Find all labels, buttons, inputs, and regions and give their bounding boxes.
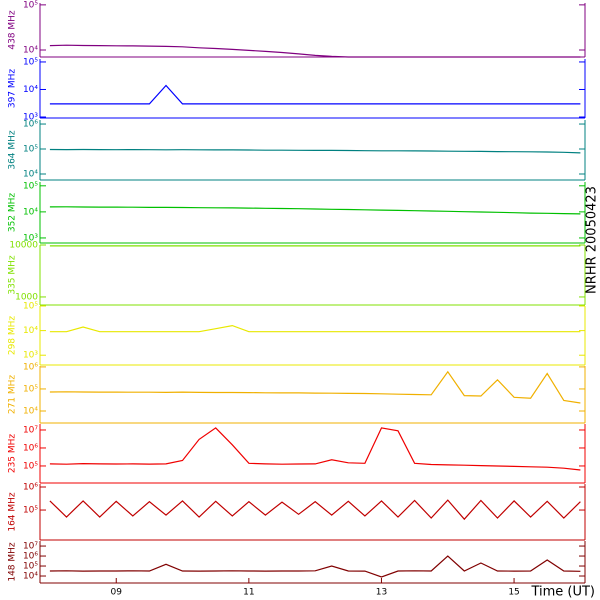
y-tick-label: 10⁶ xyxy=(23,362,38,372)
series-line xyxy=(49,148,581,154)
side-label: NRHR 20050423 xyxy=(585,186,600,294)
y-axis-label: 164 MHz xyxy=(8,492,18,532)
y-tick-label: 10⁵ xyxy=(23,145,38,155)
x-tick-label: 13 xyxy=(376,588,387,598)
y-tick-label: 10⁷ xyxy=(23,425,38,435)
y-tick-label: 10000 xyxy=(9,241,38,251)
y-axis-label: 148 MHz xyxy=(8,542,18,582)
x-axis-label: Time (UT) xyxy=(530,585,595,600)
y-axis-label: 364 MHz xyxy=(8,130,18,170)
y-tick-label: 10³ xyxy=(23,113,38,123)
y-axis-label: 352 MHz xyxy=(8,193,18,233)
y-tick-label: 10⁴ xyxy=(23,169,38,179)
y-tick-label: 10⁴ xyxy=(23,326,38,336)
y-tick-label: 10⁵ xyxy=(23,181,38,191)
series-line xyxy=(49,499,581,521)
series-line xyxy=(49,206,581,215)
series-line xyxy=(49,84,581,105)
series-line xyxy=(49,427,581,471)
y-tick-label: 10⁶ xyxy=(23,443,38,453)
y-tick-label: 10⁴ xyxy=(23,207,38,217)
series-line xyxy=(49,44,581,58)
y-tick-label: 10⁵ xyxy=(23,384,38,394)
y-tick-label: 10⁵ xyxy=(23,0,38,10)
y-tick-label: 10⁷ xyxy=(23,542,38,552)
y-tick-label: 10⁵ xyxy=(23,461,38,471)
y-tick-label: 10⁵ xyxy=(23,57,38,67)
y-tick-label: 10⁶ xyxy=(23,483,38,493)
y-tick-label: 10⁴ xyxy=(23,406,38,416)
y-tick-label: 10⁶ xyxy=(23,552,38,562)
y-axis-label: 235 MHz xyxy=(8,434,18,474)
y-axis-label: 335 MHz xyxy=(8,255,18,295)
y-axis-label: 397 MHz xyxy=(8,69,18,109)
y-axis-label: 438 MHz xyxy=(8,10,18,50)
y-axis-label: 298 MHz xyxy=(8,316,18,356)
x-tick-label: 11 xyxy=(243,588,254,598)
y-tick-label: 10⁶ xyxy=(23,120,38,130)
y-tick-label: 10⁴ xyxy=(23,572,38,582)
y-tick-label: 10⁵ xyxy=(23,562,38,572)
series-line xyxy=(49,370,581,404)
y-tick-label: 10⁴ xyxy=(23,46,38,56)
y-axis-label: 271 MHz xyxy=(8,375,18,415)
x-tick-label: 15 xyxy=(508,588,519,598)
series-line xyxy=(49,324,581,333)
y-tick-label: 1000 xyxy=(15,292,38,302)
x-tick-label: 09 xyxy=(111,588,123,598)
series-line xyxy=(49,555,581,578)
y-tick-label: 10⁵ xyxy=(23,302,38,312)
y-tick-label: 10⁴ xyxy=(23,85,38,95)
y-tick-label: 10⁵ xyxy=(23,506,38,516)
y-tick-label: 10³ xyxy=(23,351,38,361)
y-tick-label: 10³ xyxy=(23,233,38,243)
